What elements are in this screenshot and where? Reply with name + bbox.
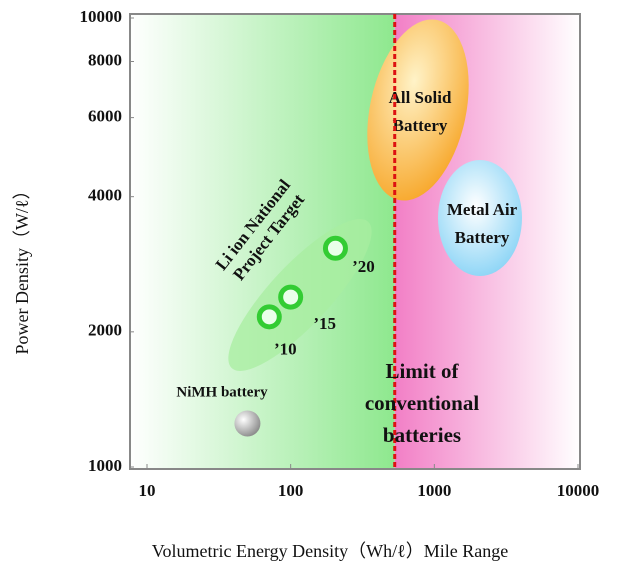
y-tick-label: 1000 [88, 456, 122, 475]
metal-air-region [438, 160, 522, 276]
series-name: NiMH battery [176, 384, 268, 400]
frame [129, 13, 581, 470]
point-label: ’10 [274, 340, 297, 359]
y-tick-label: 4000 [88, 186, 122, 205]
region-label: Metal Air [447, 200, 518, 219]
region-label: All Solid [389, 88, 452, 107]
point [234, 410, 261, 437]
point [278, 284, 304, 310]
point-label: ’20 [352, 257, 375, 276]
x-tick-label: 1000 [417, 481, 451, 500]
region-label: Battery [455, 228, 510, 247]
point-label: ’15 [313, 314, 336, 333]
limit-label: conventional [365, 391, 480, 415]
y-tick-label: 8000 [88, 50, 122, 69]
y-tick-label: 2000 [88, 321, 122, 340]
y-tick-label: 10000 [80, 7, 123, 26]
point [256, 304, 282, 330]
x-tick-label: 10000 [557, 481, 600, 500]
x-axis-title: Volumetric Energy Density（Wh/ℓ）Mile Rang… [152, 541, 508, 561]
x-tick-label: 100 [278, 481, 304, 500]
all-solid-region [367, 19, 469, 201]
region-label: Battery [393, 116, 448, 135]
limit-label: Limit of [386, 359, 460, 383]
limit-label: batteries [383, 423, 461, 447]
y-axis-title: Power Density（W/ℓ） [12, 181, 32, 354]
plot: 1000 2000 4000 6000 8000 10000 10 100 1000 10000 A… [80, 7, 600, 500]
point [322, 235, 348, 261]
y-tick-label: 6000 [88, 107, 122, 126]
x-tick-label: 10 [139, 481, 156, 500]
